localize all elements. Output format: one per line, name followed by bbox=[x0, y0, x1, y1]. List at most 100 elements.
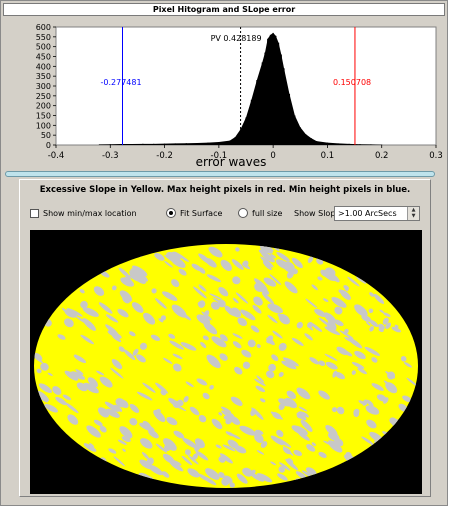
ok-slope-speckle bbox=[219, 353, 228, 361]
ok-slope-speckle bbox=[119, 426, 133, 439]
ok-slope-speckle bbox=[189, 406, 200, 416]
ok-slope-speckle bbox=[323, 312, 337, 324]
ok-slope-speckle bbox=[240, 309, 256, 321]
x-tick-label: -0.2 bbox=[156, 151, 173, 161]
ok-slope-speckle bbox=[336, 406, 345, 415]
histogram-bar bbox=[234, 137, 236, 145]
ok-slope-speckle bbox=[150, 334, 161, 341]
ok-slope-speckle bbox=[113, 404, 123, 412]
ok-slope-speckle bbox=[286, 458, 294, 465]
ok-slope-speckle bbox=[297, 431, 310, 441]
full-size-radio[interactable] bbox=[238, 208, 248, 218]
ok-slope-speckle bbox=[391, 326, 401, 333]
ok-slope-speckle bbox=[242, 467, 253, 477]
ok-slope-speckle bbox=[365, 405, 380, 415]
ok-slope-speckle bbox=[362, 399, 368, 406]
ok-slope-speckle bbox=[131, 302, 144, 313]
histogram-bar bbox=[174, 143, 177, 145]
pv-label: PV 0.428189 bbox=[211, 34, 262, 43]
ok-slope-speckle bbox=[143, 312, 156, 325]
slope-threshold-value[interactable]: >1.00 ArcSecs bbox=[338, 209, 397, 218]
histogram-bar bbox=[218, 142, 220, 145]
x-tick-label: -0.1 bbox=[211, 151, 228, 161]
ok-slope-speckle bbox=[220, 259, 232, 271]
ok-slope-speckle bbox=[343, 285, 350, 290]
show-minmax-checkbox[interactable] bbox=[30, 209, 39, 218]
ok-slope-speckle bbox=[206, 274, 222, 283]
ok-slope-speckle bbox=[260, 256, 274, 268]
ok-slope-speckle bbox=[296, 321, 303, 329]
ok-slope-speckle bbox=[221, 406, 232, 414]
ok-slope-speckle bbox=[305, 467, 317, 476]
ok-slope-speckle bbox=[318, 451, 327, 458]
ok-slope-speckle bbox=[132, 265, 148, 277]
histogram-bar bbox=[288, 93, 291, 145]
ok-slope-speckle bbox=[328, 440, 343, 453]
full-size-label[interactable]: full size bbox=[252, 209, 283, 218]
ok-slope-speckle bbox=[205, 468, 220, 480]
fit-surface-radio[interactable] bbox=[166, 208, 176, 218]
ok-slope-speckle bbox=[250, 469, 256, 475]
fit-surface-label[interactable]: Fit Surface bbox=[180, 209, 223, 218]
ok-slope-speckle bbox=[40, 362, 49, 371]
ok-slope-speckle bbox=[368, 308, 374, 314]
x-tick-label: 0.2 bbox=[375, 151, 389, 161]
ok-slope-speckle bbox=[361, 436, 374, 445]
ok-slope-speckle bbox=[187, 455, 199, 465]
ok-slope-speckle bbox=[278, 466, 286, 473]
ok-slope-speckle bbox=[232, 333, 243, 339]
ok-slope-speckle bbox=[169, 461, 184, 472]
ok-slope-speckle bbox=[250, 473, 265, 482]
ok-slope-speckle bbox=[181, 455, 193, 466]
show-minmax-label[interactable]: Show min/max location bbox=[43, 209, 137, 218]
slope-legend-banner: Excessive Slope in Yellow. Max height pi… bbox=[39, 185, 411, 195]
slope-threshold-spinner[interactable]: >1.00 ArcSecs ▲ ▼ bbox=[334, 206, 420, 221]
histogram-bar bbox=[277, 42, 280, 145]
spin-up-icon[interactable]: ▲ bbox=[411, 207, 416, 213]
ok-slope-speckle bbox=[296, 387, 311, 400]
ok-slope-speckle bbox=[277, 473, 288, 481]
ok-slope-speckle bbox=[198, 267, 206, 274]
x-axis-label: error waves bbox=[196, 155, 267, 169]
ok-slope-speckle bbox=[371, 383, 384, 391]
ok-slope-speckle bbox=[97, 407, 110, 418]
histogram-bar bbox=[272, 32, 274, 145]
ok-slope-speckle bbox=[291, 337, 304, 346]
ok-slope-speckle bbox=[307, 321, 313, 329]
ok-slope-speckle bbox=[256, 429, 264, 435]
ok-slope-speckle bbox=[327, 432, 340, 441]
ok-slope-speckle bbox=[281, 262, 295, 274]
ok-slope-speckle bbox=[344, 288, 349, 292]
ok-slope-speckle bbox=[160, 315, 167, 321]
ok-slope-speckle bbox=[270, 461, 277, 466]
ok-slope-speckle bbox=[37, 390, 50, 402]
ok-slope-speckle bbox=[155, 408, 161, 414]
ok-slope-speckle bbox=[269, 274, 282, 285]
ok-slope-speckle bbox=[158, 318, 164, 323]
panel-splitter[interactable] bbox=[5, 171, 435, 177]
histogram-bar bbox=[264, 52, 266, 145]
ok-slope-speckle bbox=[210, 301, 220, 310]
ok-slope-speckle bbox=[241, 349, 252, 358]
ok-slope-speckle bbox=[75, 315, 88, 324]
ok-slope-speckle bbox=[324, 353, 338, 361]
histogram-bar bbox=[305, 134, 307, 145]
ok-slope-speckle bbox=[218, 412, 223, 416]
ok-slope-speckle bbox=[305, 298, 318, 309]
ok-slope-speckle bbox=[162, 291, 178, 302]
ok-slope-speckle bbox=[383, 312, 391, 317]
ok-slope-speckle bbox=[121, 436, 131, 443]
y-tick-label: 300 bbox=[36, 82, 51, 91]
ok-slope-speckle bbox=[304, 333, 313, 341]
ok-slope-speckle bbox=[203, 322, 218, 335]
ok-slope-speckle bbox=[334, 306, 343, 315]
histogram-bar bbox=[131, 144, 133, 145]
y-tick-label: 350 bbox=[36, 72, 51, 81]
ok-slope-speckle bbox=[383, 397, 389, 404]
spin-down-icon[interactable]: ▼ bbox=[411, 213, 416, 219]
ok-slope-speckle bbox=[276, 251, 290, 262]
ok-slope-speckle bbox=[154, 253, 165, 261]
ok-slope-speckle bbox=[80, 300, 88, 309]
slope-controls: Show min/max location Fit Surface full s… bbox=[26, 203, 426, 225]
ok-slope-speckle bbox=[296, 412, 307, 421]
